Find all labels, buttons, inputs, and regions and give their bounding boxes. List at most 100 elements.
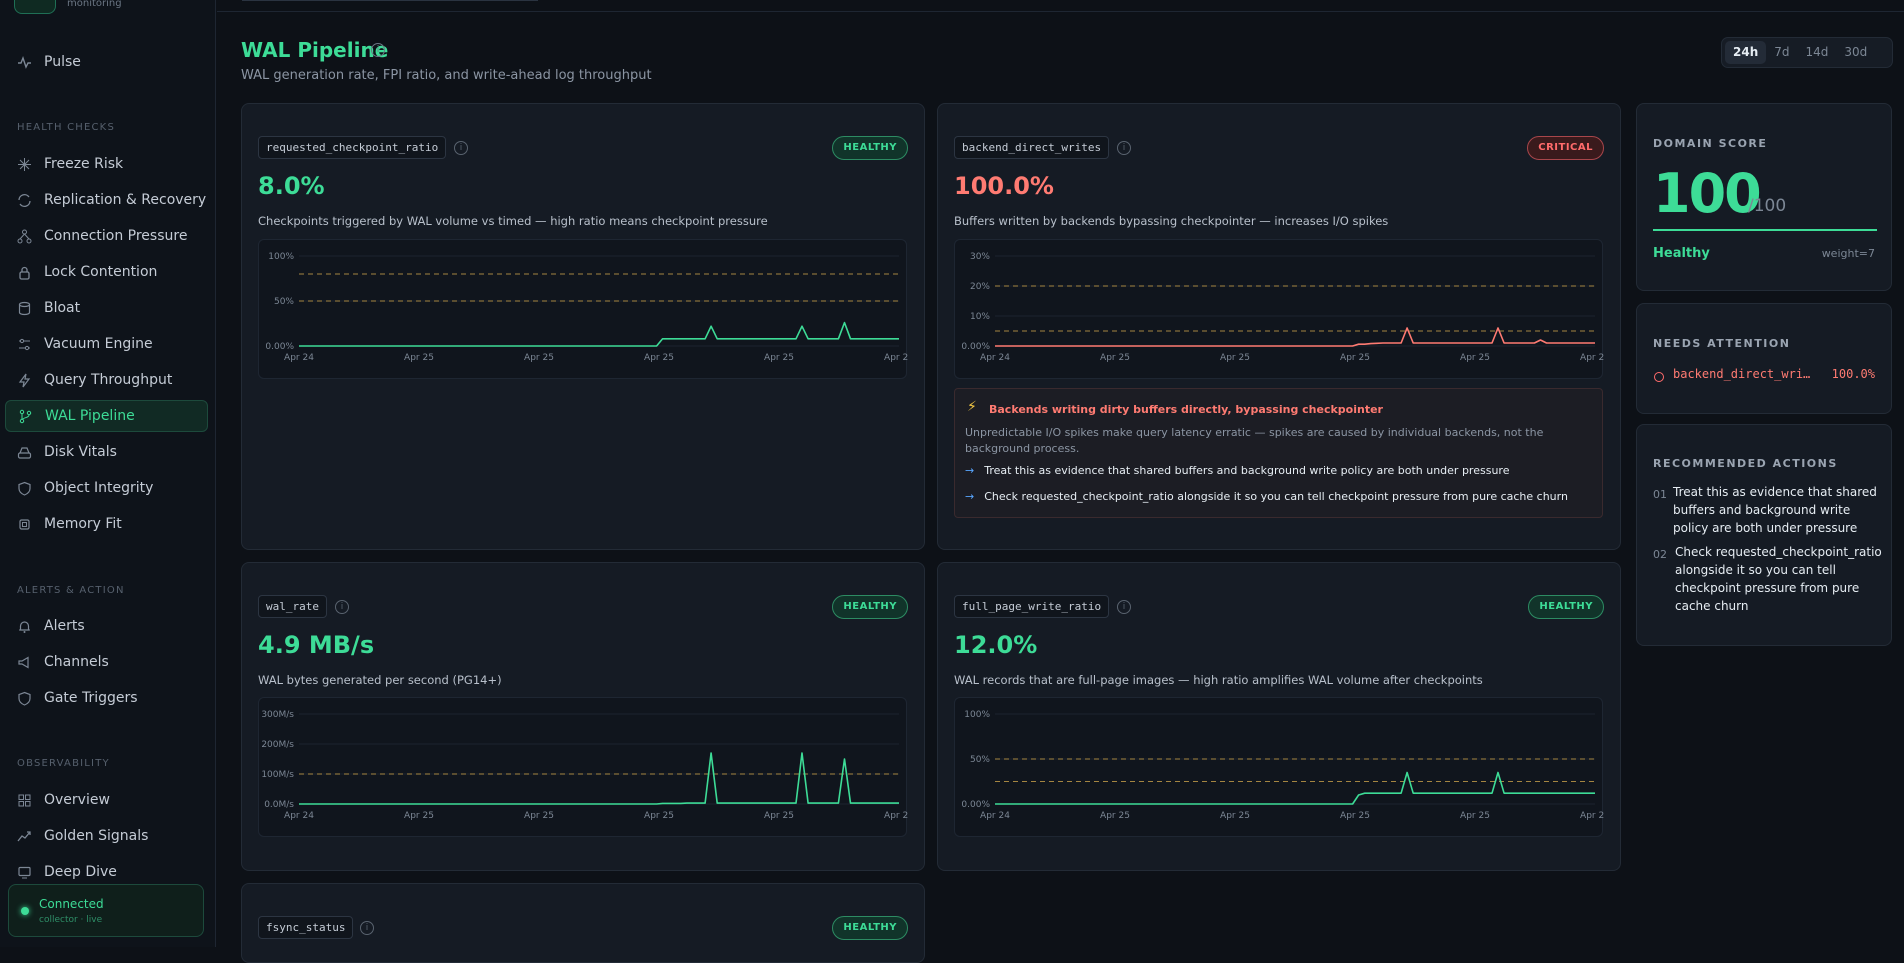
network-icon bbox=[17, 229, 32, 244]
section-label-observability: OBSERVABILITY bbox=[17, 758, 110, 769]
chart-full-page-write-ratio: 100% 50% 0.00% Apr 24 Apr 25 Apr 25 Apr 25 Apr … bbox=[954, 697, 1604, 837]
y-tick-label: 0.00% bbox=[265, 342, 294, 352]
x-tick-label: Apr 25 bbox=[764, 811, 794, 821]
metric-description: Buffers written by backends bypassing ch… bbox=[954, 214, 1389, 228]
attention-metric-value: 100.0% bbox=[1831, 367, 1875, 381]
x-tick-label: Apr 24 bbox=[284, 353, 314, 363]
x-tick-label: Apr 24 bbox=[284, 811, 314, 821]
sliders-icon bbox=[17, 337, 32, 352]
metric-value: 4.9 MB/s bbox=[258, 631, 375, 659]
page-subtitle: WAL generation rate, FPI ratio, and writ… bbox=[241, 68, 652, 83]
domain-score-label: DOMAIN SCORE bbox=[1653, 137, 1768, 150]
nav-item-2-health-nav[interactable]: Connection Pressure bbox=[5, 220, 208, 252]
disk-icon bbox=[17, 445, 32, 460]
nav-item-0-health-nav[interactable]: Freeze Risk bbox=[5, 148, 208, 180]
metric-card-full-page-write-ratio: full_page_write_ratio i HEALTHY 12.0% WA… bbox=[937, 562, 1621, 871]
nav-item-label: Query Throughput bbox=[44, 372, 173, 388]
info-icon[interactable]: i bbox=[1117, 600, 1131, 614]
x-tick-label: Apr 25 bbox=[404, 353, 434, 363]
y-tick-label: 10% bbox=[970, 312, 990, 322]
y-tick-label: 100% bbox=[268, 252, 294, 262]
range-24h[interactable]: 24h bbox=[1725, 41, 1767, 64]
connection-status[interactable]: Connected collector · live bbox=[8, 884, 204, 937]
recommended-actions-card: RECOMMENDED ACTIONS 01 Treat this as evi… bbox=[1636, 424, 1892, 646]
x-tick-label: Apr 25 bbox=[764, 353, 794, 363]
lock-icon bbox=[17, 265, 32, 280]
nav-item-9-health-nav[interactable]: Object Integrity bbox=[5, 472, 208, 504]
metric-card-fsync-status: fsync_status i HEALTHY bbox=[241, 883, 925, 963]
info-icon[interactable]: i bbox=[335, 600, 349, 614]
nav-item-7-health-nav[interactable]: WAL Pipeline bbox=[5, 400, 208, 432]
trend-icon bbox=[17, 829, 32, 844]
info-icon[interactable]: i bbox=[371, 43, 385, 57]
needs-attention-card: NEEDS ATTENTION backend_direct_writes 10… bbox=[1636, 303, 1892, 414]
x-tick-label: Apr 25 bbox=[1220, 811, 1250, 821]
header-divider bbox=[217, 11, 1904, 12]
nav-item-label: Alerts bbox=[44, 618, 85, 634]
y-tick-label: 0.00% bbox=[961, 342, 990, 352]
shield-icon bbox=[17, 691, 32, 706]
x-tick-label: Apr 25 bbox=[884, 353, 908, 363]
nav-item-10-health-nav[interactable]: Memory Fit bbox=[5, 508, 208, 540]
x-tick-label: Apr 25 bbox=[1100, 353, 1130, 363]
nav-item-1-alerts-nav[interactable]: Channels bbox=[5, 646, 208, 678]
series-line bbox=[299, 321, 899, 347]
nav-item-label: Freeze Risk bbox=[44, 156, 124, 172]
nav-item-2-alerts-nav[interactable]: Gate Triggers bbox=[5, 682, 208, 714]
megaphone-icon bbox=[17, 655, 32, 670]
metric-description: WAL bytes generated per second (PG14+) bbox=[258, 673, 502, 687]
nav-item-label: Golden Signals bbox=[44, 828, 149, 844]
nav-item-6-health-nav[interactable]: Query Throughput bbox=[5, 364, 208, 396]
range-7d[interactable]: 7d bbox=[1774, 45, 1790, 59]
y-tick-label: 50% bbox=[970, 755, 990, 765]
nav-item-1-health-nav[interactable]: Replication & Recovery bbox=[5, 184, 208, 216]
range-30d[interactable]: 30d bbox=[1844, 45, 1868, 59]
nav-item-4-health-nav[interactable]: Bloat bbox=[5, 292, 208, 324]
range-14d[interactable]: 14d bbox=[1805, 45, 1829, 59]
info-icon[interactable]: i bbox=[360, 921, 374, 935]
status-badge: HEALTHY bbox=[832, 916, 908, 940]
y-tick-label: 100M/s bbox=[261, 770, 294, 780]
attention-metric-name[interactable]: backend_direct_writes bbox=[1673, 367, 1813, 381]
nav-item-label: Memory Fit bbox=[44, 516, 122, 532]
info-icon[interactable]: i bbox=[1117, 141, 1131, 155]
page-title: WAL Pipeline bbox=[241, 38, 389, 62]
nav-item-0-obs-nav[interactable]: Overview bbox=[5, 784, 208, 816]
memory-icon bbox=[17, 517, 32, 532]
metric-card-requested-checkpoint-ratio: requested_checkpoint_ratio i HEALTHY 8.0… bbox=[241, 103, 925, 550]
logo[interactable] bbox=[14, 0, 56, 14]
domain-score-card: DOMAIN SCORE 100 /100 Healthy weight=7 bbox=[1636, 103, 1892, 291]
nav-item-label: Disk Vitals bbox=[44, 444, 117, 460]
y-tick-label: 0.00% bbox=[961, 800, 990, 810]
metric-value: 12.0% bbox=[954, 631, 1038, 659]
refresh-icon bbox=[17, 193, 32, 208]
nav-item-label: WAL Pipeline bbox=[45, 408, 135, 424]
time-range-selector: 24h 7d 14d 30d bbox=[1721, 37, 1893, 68]
bolt-icon bbox=[17, 373, 32, 388]
series-line bbox=[995, 327, 1595, 347]
x-tick-label: Apr 24 bbox=[980, 811, 1010, 821]
arrow-right-icon: → bbox=[965, 464, 975, 477]
needs-attention-label: NEEDS ATTENTION bbox=[1653, 337, 1791, 350]
metric-value: 100.0% bbox=[954, 172, 1054, 200]
metric-description: Checkpoints triggered by WAL volume vs t… bbox=[258, 214, 768, 228]
nav-item-0-alerts-nav[interactable]: Alerts bbox=[5, 610, 208, 642]
domain-score-value: 100 bbox=[1653, 162, 1762, 225]
bell-icon bbox=[17, 619, 32, 634]
nav-item-8-health-nav[interactable]: Disk Vitals bbox=[5, 436, 208, 468]
x-tick-label: Apr 25 bbox=[524, 811, 554, 821]
domain-score-weight: weight=7 bbox=[1821, 247, 1875, 260]
chart-svg: 100% 50% 0.00%Apr 24 Apr 25 Apr 25 Apr 25 Apr … bbox=[961, 710, 1604, 821]
top-search-edge bbox=[242, 0, 538, 1]
y-tick-label: 20% bbox=[970, 282, 990, 292]
metric-value: 8.0% bbox=[258, 172, 325, 200]
nav-item-2-obs-nav[interactable]: Deep Dive bbox=[5, 856, 208, 888]
nav-item-3-health-nav[interactable]: Lock Contention bbox=[5, 256, 208, 288]
info-icon[interactable]: i bbox=[454, 141, 468, 155]
x-tick-label: Apr 25 bbox=[1100, 811, 1130, 821]
nav-item-pulse[interactable]: Pulse bbox=[5, 46, 208, 78]
x-tick-label: Apr 25 bbox=[1340, 811, 1370, 821]
x-tick-label: Apr 25 bbox=[404, 811, 434, 821]
nav-item-5-health-nav[interactable]: Vacuum Engine bbox=[5, 328, 208, 360]
nav-item-1-obs-nav[interactable]: Golden Signals bbox=[5, 820, 208, 852]
